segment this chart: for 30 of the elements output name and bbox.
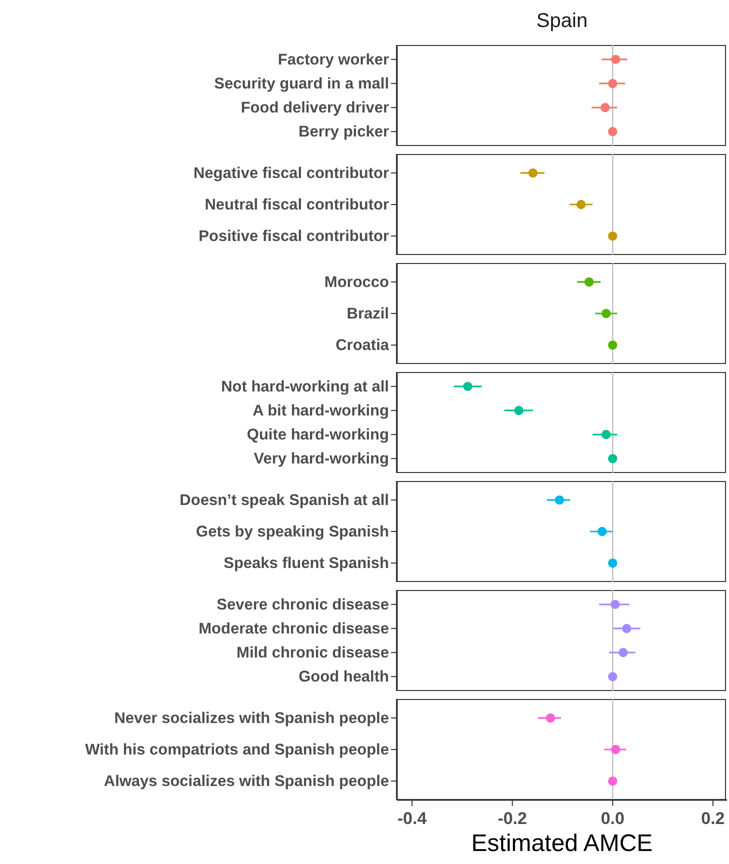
y-tick-label: Not hard-working at all [221, 378, 389, 396]
y-tick-label: Quite hard-working [246, 426, 389, 444]
y-tick-label: Never socializes with Spanish people [114, 710, 390, 727]
x-tick-label: -0.4 [397, 809, 428, 828]
y-tick-label: Very hard-working [254, 450, 389, 468]
y-tick-label: Brazil [346, 306, 389, 322]
y-tick-label: Factory worker [278, 51, 389, 68]
x-tick-label: -0.2 [498, 809, 527, 828]
x-tick-label: 0.0 [600, 809, 624, 828]
y-tick-label: Neutral fiscal contributor [204, 196, 389, 214]
y-tick-label: Mild chronic disease [236, 644, 390, 662]
y-tick-label: Good health [298, 668, 389, 686]
y-tick-label: Negative fiscal contributor [193, 164, 389, 182]
y-tick-label: Positive fiscal contributor [198, 228, 389, 246]
y-tick-label: Morocco [324, 274, 389, 291]
y-tick-label: Croatia [336, 337, 390, 354]
y-tick-label: With his compatriots and Spanish people [85, 742, 390, 758]
y-tick-label: Berry picker [298, 124, 389, 141]
y-tick-label: Speaks fluent Spanish [224, 555, 389, 572]
y-tick-label: A bit hard-working [252, 402, 389, 420]
y-tick-label: Gets by speaking Spanish [196, 524, 389, 540]
y-tick-label: Food delivery driver [240, 100, 389, 117]
y-tick-label: Severe chronic disease [216, 596, 390, 614]
x-axis-title: Estimated AMCE [470, 830, 654, 858]
y-tick-label: Always socializes with Spanish people [104, 773, 390, 790]
y-tick-label: Moderate chronic disease [198, 620, 390, 638]
chart-title: Spain [535, 9, 589, 34]
x-tick-label: 0.2 [701, 809, 725, 828]
y-tick-label: Security guard in a mall [214, 75, 389, 92]
y-tick-label: Doesn’t speak Spanish at all [180, 492, 389, 509]
